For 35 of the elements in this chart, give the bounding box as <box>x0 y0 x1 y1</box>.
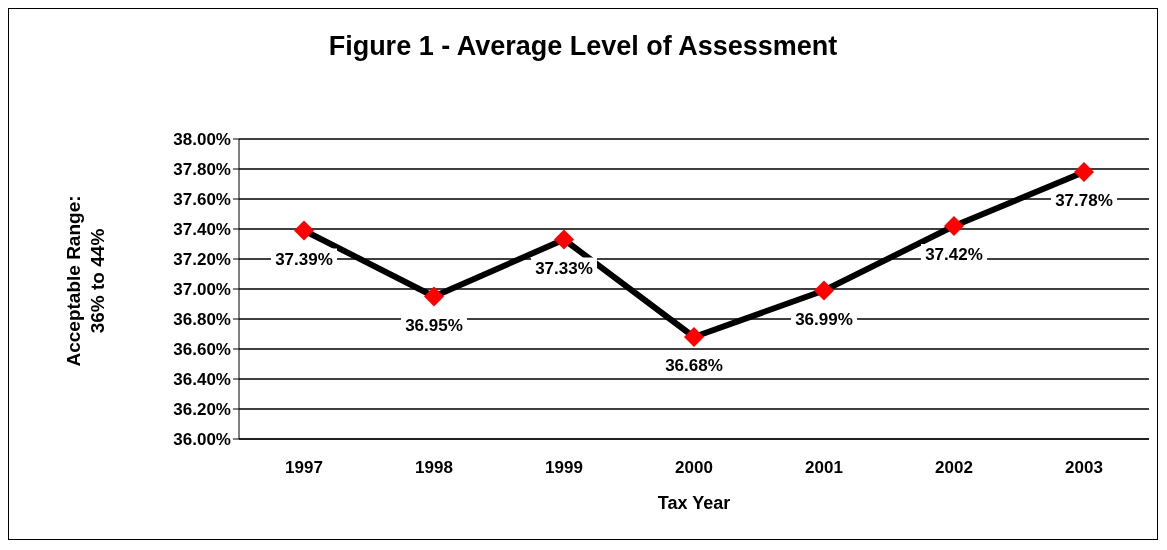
y-tick-label: 37.40% <box>173 220 231 240</box>
data-label: 37.33% <box>535 258 593 278</box>
data-label: 37.42% <box>925 245 983 264</box>
y-tick-label: 36.20% <box>173 400 231 420</box>
x-tick-label: 1997 <box>285 458 323 478</box>
y-tick-label: 37.20% <box>173 250 231 270</box>
chart-title: Figure 1 - Average Level of Assessment <box>327 31 839 62</box>
point <box>554 229 574 250</box>
x-tick-label: 1998 <box>415 458 453 478</box>
point <box>684 327 704 347</box>
y-tick-label: 36.40% <box>173 370 231 390</box>
point <box>294 220 314 241</box>
x-tick-label: 2000 <box>675 458 713 478</box>
data-label: 36.68% <box>665 356 723 375</box>
y-tick-label: 36.80% <box>173 310 231 330</box>
point <box>814 280 834 301</box>
y-tick-label: 37.80% <box>173 160 231 180</box>
x-tick-label: 2002 <box>935 458 973 478</box>
data-label: 36.95% <box>405 315 463 335</box>
x-tick-label: 2003 <box>1065 458 1103 478</box>
point <box>944 216 964 236</box>
x-axis-title: Tax Year <box>657 493 731 513</box>
data-label: 36.99% <box>795 309 853 329</box>
data-label: 37.78% <box>1055 191 1113 210</box>
point <box>424 286 444 307</box>
y-tick-label: 36.60% <box>173 340 231 360</box>
data-label: 37.39% <box>275 249 333 269</box>
point <box>1074 162 1094 182</box>
y-tick-label: 37.00% <box>173 280 231 300</box>
y-tick-label: 38.00% <box>173 130 231 150</box>
x-tick-label: 1999 <box>545 458 583 478</box>
x-tick-label: 2001 <box>805 458 843 478</box>
y-tick-label: 37.60% <box>173 190 231 210</box>
y-axis-title: Acceptable Range: 36% to 44% <box>63 195 109 367</box>
y-tick-label: 36.00% <box>173 430 231 450</box>
